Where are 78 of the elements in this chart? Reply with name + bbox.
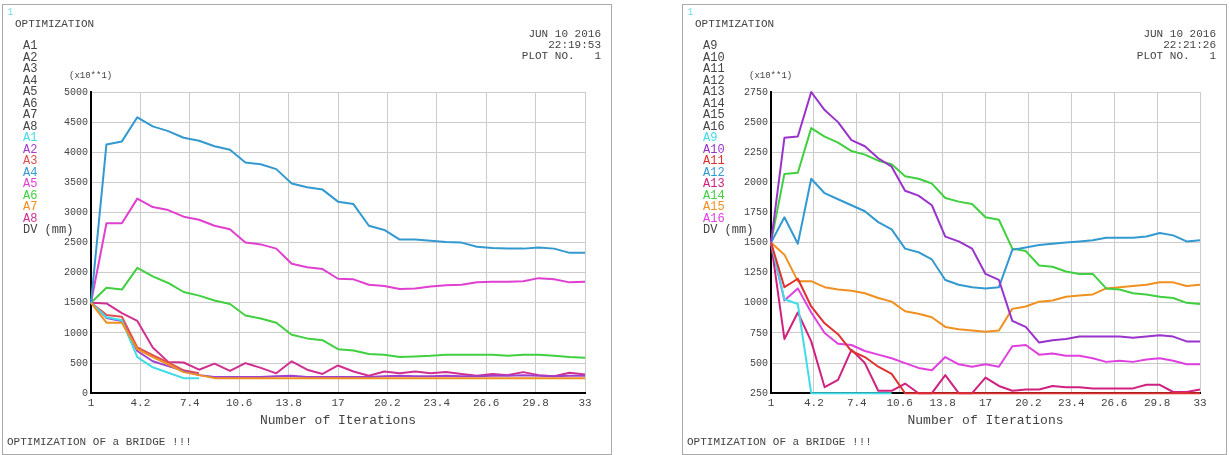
x-tick-label: 17	[331, 396, 345, 409]
x-tick-label: 7.4	[846, 396, 868, 409]
x-tick-label: 1	[87, 396, 95, 409]
x-tick-label: 10.6	[886, 396, 913, 409]
text: A3	[23, 62, 38, 76]
text: A3	[23, 154, 38, 168]
text: A5	[23, 177, 38, 191]
x-tick-label: 23.4	[1058, 396, 1085, 409]
y-tick-label: 4500	[63, 116, 88, 128]
y-tick-label: 250	[749, 387, 768, 399]
y-tick-label: 3500	[63, 177, 88, 188]
text: (x10**1)	[69, 71, 113, 83]
text: A1	[23, 39, 38, 53]
y-axis-title: DV (mm)	[703, 223, 754, 237]
y-tick-label: 1250	[743, 267, 768, 279]
y-tick-label: 500	[749, 357, 768, 369]
x-tick-label: 1	[767, 396, 775, 409]
x-axis-title: Number of Iterations	[259, 412, 417, 428]
x-tick-label: 4.2	[130, 396, 151, 409]
y-tick-label: 2250	[743, 146, 768, 158]
y-tick-label: 1000	[743, 297, 768, 309]
text: A13	[703, 177, 725, 191]
text: OPTIMIZATION OF a BRIDGE !!!	[687, 436, 872, 449]
text: 22:19:53	[548, 39, 601, 52]
x-tick-label: 33	[1193, 396, 1207, 409]
x-tick-label: 4.2	[804, 396, 824, 409]
y-tick-label: 1750	[743, 207, 768, 219]
y-tick-label: 2500	[63, 237, 88, 249]
y-tick-label: 1500	[743, 237, 768, 249]
text: OPTIMIZATION OF a BRIDGE !!!	[7, 436, 192, 449]
x-axis-title: Number of Iterations	[907, 412, 1064, 428]
text: A7	[23, 108, 38, 122]
text: A15	[703, 108, 725, 122]
text: 1	[7, 6, 14, 19]
text: A15	[703, 200, 725, 214]
text: A5	[23, 85, 38, 99]
x-tick-label: 29.8	[1143, 396, 1171, 409]
text: A7	[23, 200, 38, 214]
y-tick-label: 2750	[743, 86, 768, 98]
y-tick-label: 5000	[63, 86, 88, 98]
text: PLOT NO. 1	[521, 50, 601, 63]
text: 1	[687, 6, 694, 19]
y-tick-label: 2000	[743, 177, 768, 188]
x-tick-label: 29.8	[522, 396, 549, 409]
text: A13	[703, 85, 725, 99]
x-tick-label: 10.6	[226, 396, 253, 409]
x-tick-label: 17	[978, 396, 993, 409]
x-tick-label: 7.4	[179, 396, 201, 409]
y-tick-label: 1500	[63, 297, 88, 309]
chart-title: OPTIMIZATION	[15, 18, 95, 31]
text: A11	[703, 154, 725, 168]
y-tick-label: 750	[749, 327, 768, 339]
x-tick-label: 20.2	[374, 396, 401, 409]
y-tick-label: 1000	[63, 327, 88, 339]
y-tick-label: 2500	[743, 116, 768, 128]
text: A9	[703, 131, 718, 145]
y-tick-label: 0	[81, 387, 88, 399]
x-tick-label: 20.2	[1015, 396, 1042, 409]
text: A1	[23, 131, 38, 145]
text: PLOT NO. 1	[1136, 50, 1216, 63]
chart-title: OPTIMIZATION	[695, 18, 775, 31]
text: JUN 10 2016	[1143, 28, 1216, 41]
y-tick-label: 3000	[63, 207, 88, 219]
y-axis-title: DV (mm)	[23, 223, 74, 237]
text: 22:21:26	[1163, 39, 1216, 52]
text: JUN 10 2016	[528, 28, 601, 41]
y-tick-label: 4000	[63, 146, 88, 158]
text: A11	[703, 62, 725, 76]
text: (x10**1)	[749, 71, 793, 83]
x-tick-label: 26.6	[1101, 396, 1128, 409]
x-tick-label: 33	[578, 396, 592, 409]
x-tick-label: 23.4	[423, 396, 451, 409]
text: A9	[703, 39, 718, 53]
y-tick-label: 500	[69, 357, 88, 369]
x-tick-label: 13.8	[929, 396, 956, 409]
y-tick-label: 2000	[63, 267, 88, 279]
x-tick-label: 13.8	[275, 396, 302, 409]
x-tick-label: 26.6	[473, 396, 500, 409]
